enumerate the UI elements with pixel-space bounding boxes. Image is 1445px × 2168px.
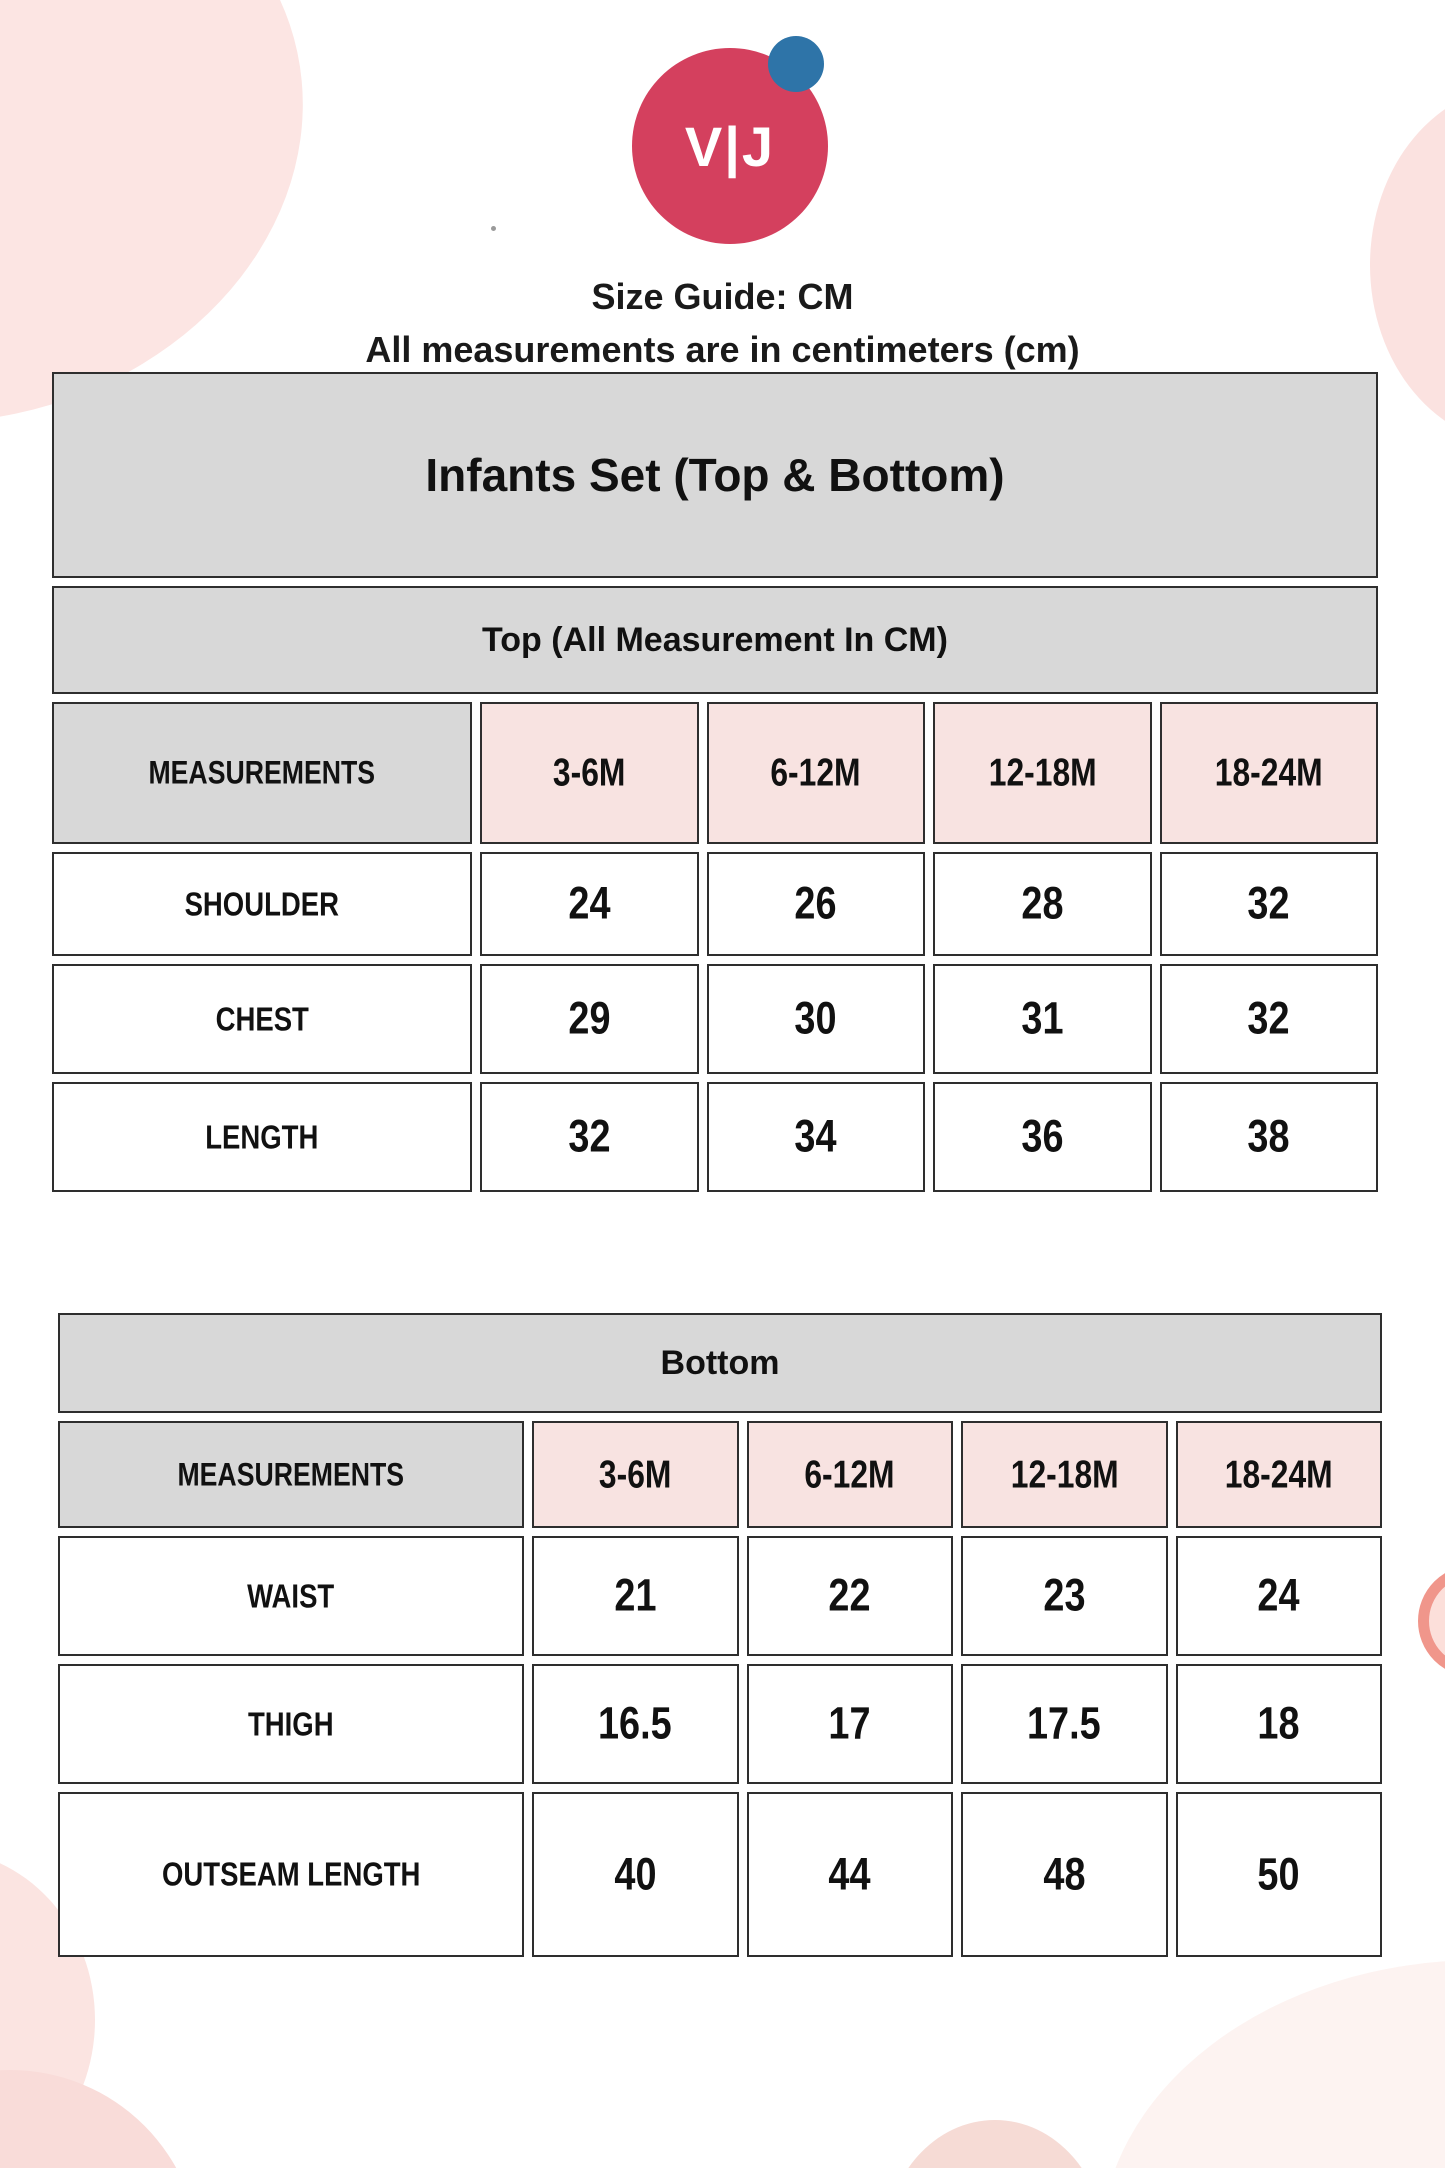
value-cell: 32 [480,1082,699,1192]
value-cell: 23 [961,1536,1168,1656]
value-cell: 22 [746,1536,953,1656]
top-size-table: Infants Set (Top & Bottom) Top (All Meas… [52,372,1378,1192]
page-title: Size Guide: CM [591,276,854,317]
value-cell: 17.5 [961,1664,1168,1784]
size-header-cell: 6-12M [706,702,925,844]
table-subtitle-cell: Top (All Measurement In CM) [52,586,1378,694]
brand-logo-blue-dot [768,36,824,92]
pink-blob-bottom-dome [885,2120,1105,2168]
pink-blob-bottom-left [0,2070,200,2168]
value-cell: 32 [1159,964,1378,1074]
bottom-size-table: Bottom MEASUREMENTS 3-6M 6-12M 12-18M 18… [58,1313,1382,1957]
value-cell: 44 [746,1792,953,1957]
value-cell: 50 [1175,1792,1382,1957]
table-title-cell: Infants Set (Top & Bottom) [52,372,1378,578]
value-cell: 17 [746,1664,953,1784]
small-gray-dot [491,226,496,231]
value-cell: 24 [480,852,699,956]
table-title: Infants Set (Top & Bottom) [425,449,1005,501]
pink-blob-bottom-right-faint [1100,1960,1445,2168]
value-cell: 28 [933,852,1152,956]
value-cell: 16.5 [532,1664,739,1784]
page-heading: Size Guide: CM All measurements are in c… [0,270,1445,376]
page-subtitle: All measurements are in centimeters (cm) [365,329,1080,370]
row-label-cell: WAIST [58,1536,524,1656]
row-label-cell: SHOULDER [52,852,472,956]
value-cell: 29 [480,964,699,1074]
row-label-cell: LENGTH [52,1082,472,1192]
table-title: Bottom [660,1343,780,1382]
pink-blob-top-right [1370,85,1445,445]
size-header-cell: 12-18M [961,1421,1168,1528]
value-cell: 48 [961,1792,1168,1957]
table-subtitle: Top (All Measurement In CM) [482,620,948,659]
measurements-header-cell: MEASUREMENTS [58,1421,524,1528]
value-cell: 26 [706,852,925,956]
value-cell: 18 [1175,1664,1382,1784]
size-header-cell: 6-12M [746,1421,953,1528]
pink-ring-blob-right [1418,1565,1445,1677]
size-header-cell: 18-24M [1175,1421,1382,1528]
value-cell: 31 [933,964,1152,1074]
value-cell: 30 [706,964,925,1074]
value-cell: 36 [933,1082,1152,1192]
size-header-cell: 18-24M [1159,702,1378,844]
size-header-cell: 12-18M [933,702,1152,844]
size-header-cell: 3-6M [532,1421,739,1528]
value-cell: 40 [532,1792,739,1957]
size-header-cell: 3-6M [480,702,699,844]
value-cell: 38 [1159,1082,1378,1192]
value-cell: 32 [1159,852,1378,956]
table-title-cell: Bottom [58,1313,1382,1413]
row-label-cell: THIGH [58,1664,524,1784]
value-cell: 21 [532,1536,739,1656]
brand-logo-text: V|J [684,114,776,178]
row-label-cell: OUTSEAM LENGTH [58,1792,524,1957]
value-cell: 24 [1175,1536,1382,1656]
measurements-header-cell: MEASUREMENTS [52,702,472,844]
value-cell: 34 [706,1082,925,1192]
row-label-cell: CHEST [52,964,472,1074]
